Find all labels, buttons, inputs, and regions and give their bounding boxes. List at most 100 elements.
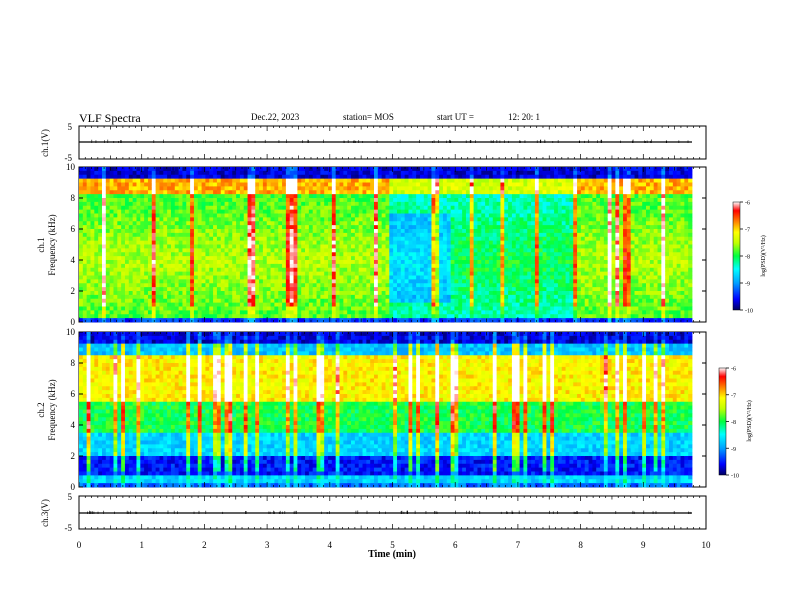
spectrogram-cell: [305, 306, 310, 311]
spectrogram-cell: [270, 186, 275, 191]
spectrogram-cell: [121, 236, 126, 242]
spectrogram-cell: [205, 248, 210, 253]
spectrogram-cell: [427, 236, 432, 242]
spectrogram-cell: [86, 279, 91, 284]
spectrogram-cell: [488, 267, 494, 273]
spectrogram-cell: [508, 209, 513, 214]
spectrogram-cell: [228, 248, 233, 253]
date-label: Dec.22, 2023: [251, 112, 300, 122]
spectrogram-cell: [554, 221, 559, 226]
spectrogram-cell: [442, 306, 448, 311]
spectrogram-cell: [259, 232, 264, 238]
spectrogram-cell: [485, 182, 490, 187]
spectrogram-cell: [293, 310, 298, 315]
spectrogram-cell: [282, 209, 287, 214]
spectrogram-cell: [389, 287, 394, 292]
spectrogram-cell: [190, 248, 195, 253]
spectrogram-cell: [270, 194, 275, 199]
spectrogram-cell: [523, 170, 528, 176]
spectrogram-cell: [247, 240, 252, 245]
spectrogram-cell: [113, 267, 118, 273]
spectrogram-cell: [259, 256, 264, 261]
spectrogram-cell: [381, 256, 386, 261]
spectrogram-cell: [515, 256, 520, 261]
spectrogram-cell: [239, 217, 245, 222]
spectrogram-cell: [531, 201, 536, 207]
spectrogram-cell: [431, 217, 436, 222]
spectrogram-cell: [98, 194, 103, 199]
spectrogram-cell: [236, 267, 241, 273]
spectrogram-cell: [408, 263, 413, 269]
spectrogram-cell: [328, 271, 333, 276]
spectrogram-cell: [297, 283, 302, 288]
spectrogram-cell: [393, 217, 398, 222]
spectrogram-cell: [488, 174, 494, 180]
spectrogram-cell: [454, 279, 459, 284]
spectrogram-cell: [193, 283, 199, 288]
spectrogram-cell: [416, 291, 421, 296]
spectrogram-cell: [389, 318, 394, 323]
spectrogram-cell: [140, 287, 145, 292]
spectrogram-cell: [301, 217, 306, 222]
spectrogram-cell: [404, 314, 409, 319]
spectrogram-cell: [109, 291, 114, 296]
spectrogram-cell: [435, 217, 440, 222]
spectrogram-cell: [90, 209, 95, 214]
spectrogram-cell: [335, 248, 340, 253]
spectrogram-cell: [109, 190, 114, 195]
spectrogram-cell: [216, 240, 222, 245]
spectrogram-cell: [113, 178, 118, 183]
spectrogram-cell: [124, 287, 130, 292]
spectrogram-cell: [481, 213, 486, 218]
spectrogram-cell: [243, 174, 248, 180]
spectrogram-cell: [477, 279, 482, 284]
spectrogram-cell: [477, 267, 482, 273]
spectrogram-cell: [159, 310, 164, 315]
spectrogram-cell: [262, 263, 268, 269]
spectrogram-cell: [347, 314, 352, 319]
spectrogram-cell: [377, 256, 383, 261]
spectrogram-cell: [228, 306, 233, 311]
spectrogram-cell: [546, 260, 551, 265]
spectrogram-cell: [232, 182, 237, 187]
spectrogram-cell: [496, 279, 501, 284]
spectrogram-cell: [450, 201, 455, 207]
spectrogram-cell: [209, 263, 214, 269]
spectrogram-cell: [374, 174, 379, 180]
spectrogram-cell: [121, 267, 126, 273]
spectrogram-cell: [247, 267, 252, 273]
spectrogram-cell: [193, 302, 199, 307]
spectrogram-cell: [136, 298, 141, 304]
spectrogram-cell: [393, 244, 398, 249]
spectrogram-cell: [408, 298, 413, 304]
spectrogram-cell: [400, 174, 406, 180]
spectrogram-cell: [259, 194, 264, 199]
spectrogram-cell: [209, 298, 214, 304]
spectrogram-cell: [282, 291, 287, 296]
spectrogram-cell: [255, 182, 260, 187]
spectrogram-cell: [431, 229, 436, 234]
spectrogram-cell: [416, 236, 421, 242]
spectrogram-cell: [389, 310, 394, 315]
spectrogram-cell: [408, 232, 413, 238]
spectrogram-cell: [174, 170, 180, 176]
spectrogram-cell: [385, 174, 390, 180]
spectrogram-cell: [163, 201, 168, 207]
spectrogram-cell: [94, 267, 99, 273]
spectrogram-cell: [374, 298, 379, 304]
spectrogram-cell: [446, 302, 452, 307]
spectrogram-cell: [136, 256, 141, 261]
start-ut-label: start UT =: [437, 112, 474, 122]
spectrogram-cell: [220, 263, 225, 269]
spectrogram-cell: [301, 174, 306, 180]
spectrogram-cell: [485, 198, 490, 203]
spectrogram-cell: [396, 221, 402, 226]
spectrogram-cell: [312, 190, 317, 195]
spectrogram-cell: [262, 229, 268, 234]
spectrogram-cell: [251, 178, 256, 183]
spectrogram-cell: [282, 260, 287, 265]
spectrogram-cell: [393, 310, 398, 315]
spectrogram-cell: [301, 232, 306, 238]
spectrogram-cell: [201, 182, 206, 187]
spectrogram-cell: [469, 229, 475, 234]
